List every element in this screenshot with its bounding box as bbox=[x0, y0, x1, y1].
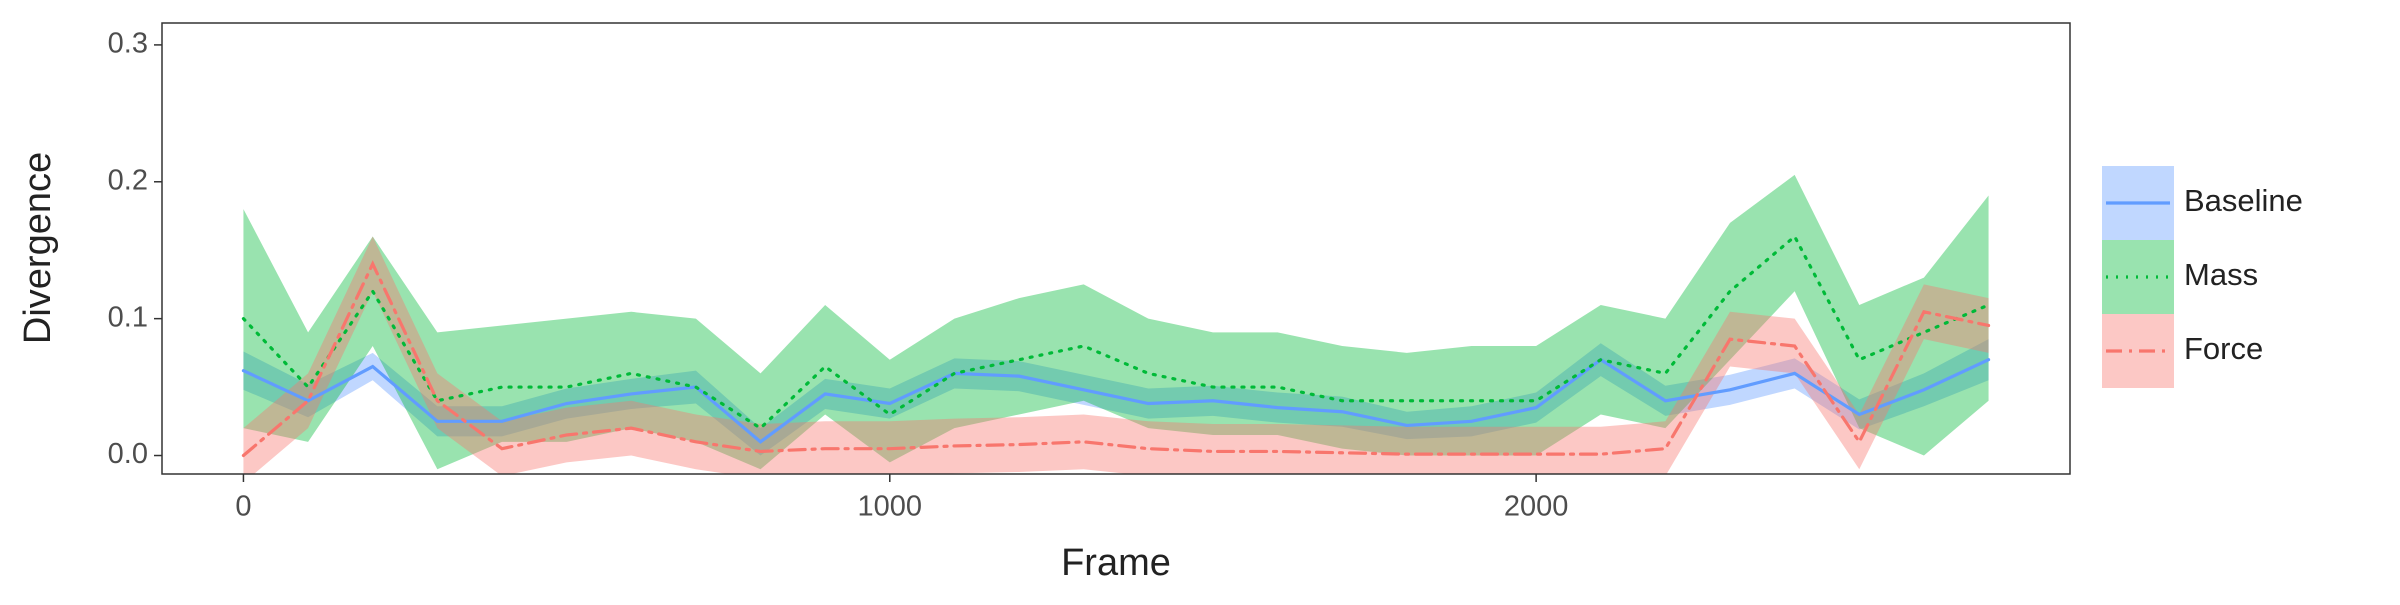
confidence-band bbox=[243, 236, 1989, 474]
series-line bbox=[241, 260, 1991, 458]
x-tick-label: 1000 bbox=[858, 491, 923, 523]
y-axis-title: Divergence bbox=[17, 152, 59, 344]
plot-border bbox=[161, 22, 2071, 475]
legend-label: Force bbox=[2184, 331, 2263, 366]
x-tick-label: 2000 bbox=[1504, 491, 1569, 523]
legend-label: Mass bbox=[2184, 257, 2258, 292]
y-tick-label: 0.1 bbox=[108, 301, 148, 333]
y-tick-label: 0.2 bbox=[108, 164, 148, 196]
y-tick-label: 0.3 bbox=[108, 28, 148, 60]
x-tick-label: 0 bbox=[235, 491, 251, 523]
y-tick-label: 0.0 bbox=[108, 438, 148, 470]
x-axis-title: Frame bbox=[1061, 542, 1171, 584]
legend-label: Baseline bbox=[2184, 183, 2303, 218]
series-line bbox=[241, 234, 1991, 431]
plot-area bbox=[241, 174, 1991, 474]
